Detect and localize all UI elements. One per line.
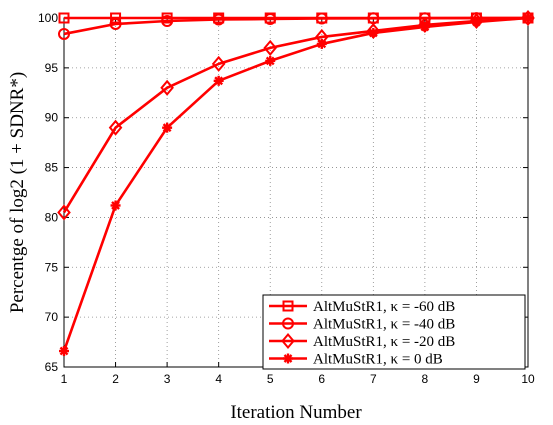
x-tick-label: 5 [267, 372, 274, 386]
legend-marker-diamond [281, 332, 295, 350]
x-axis-label: Iteration Number [230, 402, 362, 423]
y-axis-label: Percentge of log2 (1 + SDNR*) [7, 72, 28, 313]
series-star [59, 13, 533, 357]
data-point-circle [161, 14, 174, 27]
data-point-star [213, 75, 224, 86]
y-tick-label: 90 [45, 111, 59, 125]
series-line [63, 16, 529, 36]
data-point-square [58, 12, 70, 24]
y-tick-label: 80 [45, 210, 59, 224]
series-group [57, 9, 535, 357]
x-tick-label: 2 [112, 372, 119, 386]
data-point-star [471, 16, 482, 27]
y-tick-label: 75 [45, 260, 59, 274]
x-tick-label: 1 [61, 372, 68, 386]
legend-label: AltMuStR1, κ = -40 dB [313, 317, 455, 333]
x-tick-label: 3 [164, 372, 171, 386]
y-tick-label: 100 [38, 11, 58, 25]
legend-box [262, 294, 526, 370]
y-tick-label: 95 [45, 61, 59, 75]
data-point-star [265, 55, 276, 66]
data-point-circle [315, 12, 328, 25]
data-point-diamond [160, 79, 174, 96]
legend-entry: AltMuStR1, κ = 0 dB [269, 352, 443, 368]
data-point-circle [109, 17, 122, 30]
x-tick-label: 10 [521, 372, 535, 386]
x-tick-label: 7 [370, 372, 377, 386]
legend-marker-circle [282, 317, 294, 330]
legend: AltMuStR1, κ = -60 dB AltMuStR1, κ = -40 … [262, 294, 526, 370]
data-point-square [110, 12, 122, 24]
y-tick-label: 85 [45, 161, 59, 175]
data-point-diamond [263, 39, 278, 56]
x-tick-label: 9 [473, 372, 480, 386]
data-point-star [368, 27, 379, 38]
legend-label: AltMuStR1, κ = -60 dB [313, 299, 455, 315]
data-point-diamond [108, 119, 123, 136]
x-tick-label: 4 [215, 372, 222, 386]
data-point-circle [212, 13, 225, 26]
legend-label: AltMuStR1, κ = -20 dB [313, 334, 455, 350]
legend-entry: AltMuStR1, κ = -60 dB [269, 299, 455, 315]
data-point-circle [58, 27, 70, 40]
data-point-star [419, 21, 430, 32]
series-line [62, 16, 529, 352]
y-tick-label: 70 [45, 310, 59, 324]
data-point-star [162, 122, 173, 133]
data-point-circle [264, 12, 277, 25]
y-tick-label: 65 [45, 360, 59, 374]
data-point-star [523, 13, 533, 23]
series-diamond [57, 9, 535, 221]
x-tick-label: 8 [422, 372, 429, 386]
legend-marker-star [283, 353, 293, 364]
data-point-diamond [57, 204, 71, 221]
legend-entry: AltMuStR1, κ = -20 dB [269, 332, 455, 350]
data-point-star [316, 38, 327, 49]
data-point-diamond [211, 55, 226, 72]
data-point-star [59, 346, 69, 357]
legend-entry: AltMuStR1, κ = -40 dB [269, 317, 455, 333]
legend-marker-square [282, 300, 294, 312]
series-line [62, 16, 529, 214]
data-point-star [110, 200, 121, 211]
legend-label: AltMuStR1, κ = 0 dB [313, 352, 443, 368]
x-tick-label: 6 [318, 372, 325, 386]
